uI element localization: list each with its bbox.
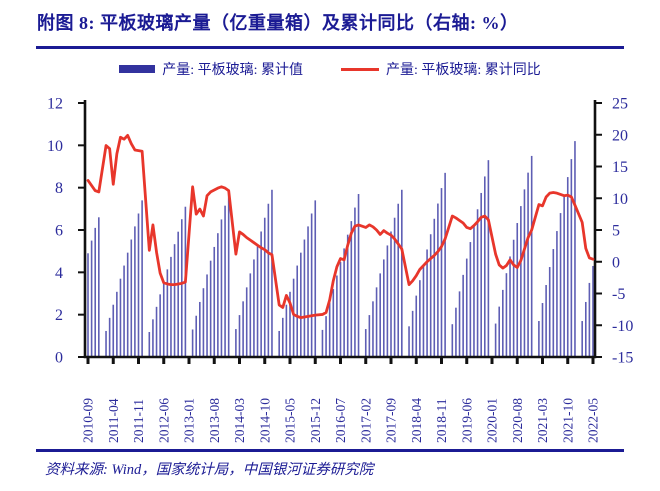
svg-text:12: 12	[47, 96, 63, 113]
svg-text:2013-01: 2013-01	[182, 398, 197, 443]
data-source-note: 资料来源: Wind，国家统计局，中国银河证券研究院	[45, 462, 374, 478]
svg-text:8: 8	[55, 180, 63, 197]
y-axis-right-labels: -15 -10 -5 0 5 10 15 20 25	[595, 96, 633, 367]
figure-title: 附图 8: 平板玻璃产量（亿重量箱）及累计同比（右轴: %）	[37, 13, 519, 33]
svg-text:2010-09: 2010-09	[81, 398, 96, 443]
line-series-label: 产量: 平板玻璃: 累计同比	[386, 63, 541, 78]
svg-text:2017-09: 2017-09	[384, 398, 399, 443]
svg-text:-10: -10	[612, 318, 633, 335]
svg-text:2: 2	[55, 307, 63, 324]
svg-text:2015-05: 2015-05	[283, 398, 298, 443]
svg-text:2020-08: 2020-08	[510, 398, 525, 443]
svg-text:10: 10	[612, 191, 628, 208]
svg-text:2014-10: 2014-10	[257, 398, 272, 443]
svg-text:5: 5	[612, 223, 620, 240]
svg-text:0: 0	[55, 350, 63, 367]
svg-text:2012-06: 2012-06	[156, 398, 171, 443]
svg-text:2017-02: 2017-02	[358, 398, 373, 443]
bar-series-label: 产量: 平板玻璃: 累计值	[162, 63, 303, 78]
svg-text:15: 15	[612, 159, 628, 176]
legend-item-bar-series: 产量: 平板玻璃: 累计值	[119, 59, 303, 79]
svg-text:20: 20	[612, 127, 628, 144]
svg-text:-5: -5	[612, 286, 625, 303]
svg-text:2016-07: 2016-07	[333, 398, 348, 443]
legend-item-line-series: 产量: 平板玻璃: 累计同比	[341, 59, 541, 79]
svg-text:2019-06: 2019-06	[459, 398, 474, 443]
bars-series-flat-glass-output	[87, 141, 594, 357]
svg-text:2014-03: 2014-03	[232, 398, 247, 443]
svg-text:2015-12: 2015-12	[308, 398, 323, 443]
svg-text:6: 6	[55, 223, 63, 240]
y-axis-left-labels: 0 2 4 6 8 10 12	[47, 96, 85, 367]
title-divider-rule	[36, 46, 624, 49]
svg-text:25: 25	[612, 96, 628, 113]
yoy-line-series	[86, 133, 595, 320]
svg-text:2011-11: 2011-11	[131, 399, 146, 443]
x-axis-labels: 2010-09 2011-04 2011-11 2012-06 2013-01 2013-…	[81, 358, 601, 443]
line-series-swatch	[341, 67, 379, 71]
svg-text:2018-04: 2018-04	[409, 398, 424, 443]
svg-text:0: 0	[612, 254, 620, 271]
svg-text:10: 10	[47, 138, 63, 155]
svg-text:-15: -15	[612, 350, 633, 367]
svg-text:2022-05: 2022-05	[586, 398, 601, 443]
chart-legend: 产量: 平板玻璃: 累计值 产量: 平板玻璃: 累计同比	[0, 59, 660, 79]
svg-text:2013-08: 2013-08	[207, 398, 222, 443]
svg-text:4: 4	[55, 265, 63, 282]
svg-text:2011-04: 2011-04	[106, 398, 121, 443]
svg-text:2021-03: 2021-03	[535, 398, 550, 443]
bar-series-swatch	[119, 65, 156, 73]
footer-divider-rule	[36, 449, 624, 452]
svg-text:2020-01: 2020-01	[485, 398, 500, 443]
svg-text:2018-11: 2018-11	[434, 399, 449, 444]
svg-text:2021-10: 2021-10	[560, 398, 575, 443]
